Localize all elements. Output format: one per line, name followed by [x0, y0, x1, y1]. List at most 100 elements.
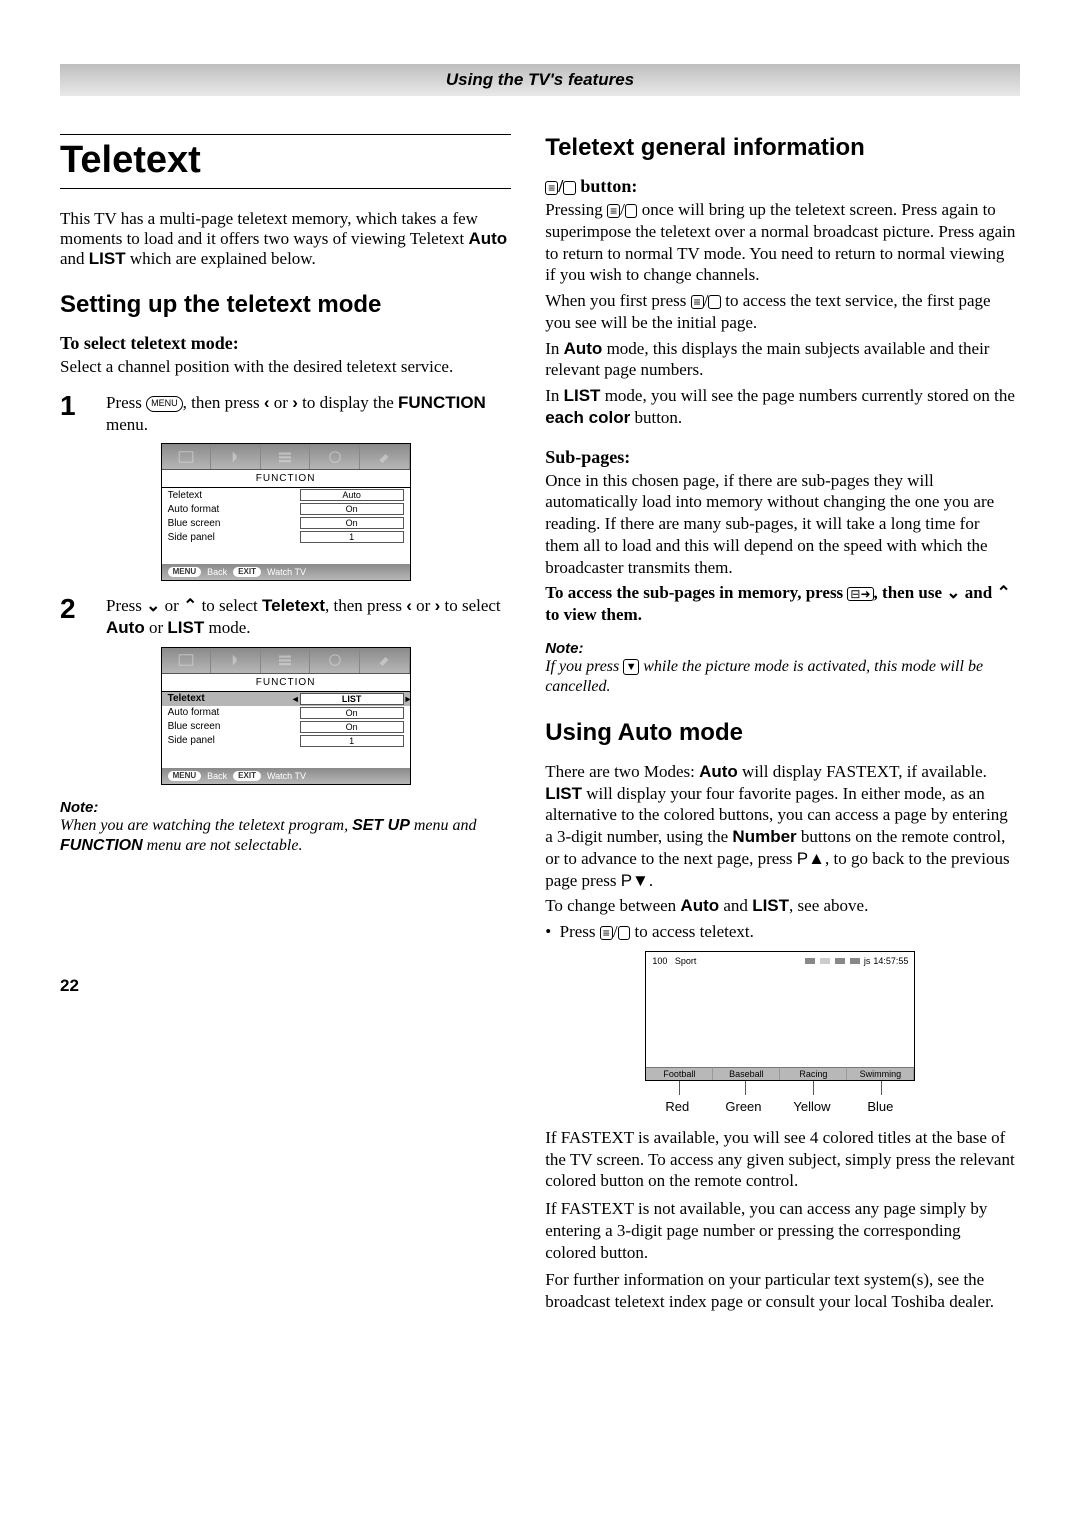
down-arrow-icon: ⌄: [146, 596, 160, 615]
step-1: 1 Press MENU, then press ‹ or › to displ…: [60, 392, 511, 436]
osd-row-sidepanel-2: Side panel1: [162, 734, 410, 748]
right-note-body: If you press ▼ while the picture mode is…: [545, 657, 1015, 697]
fastext-top-row: 100 Sport js 14:57:55: [652, 956, 908, 966]
step-2-num: 2: [60, 595, 90, 639]
osd-menu-2: FUNCTION TeletextLIST Auto formatOn Blue…: [60, 647, 511, 785]
osd-tabs: [162, 444, 410, 470]
osd-row-teletext-2: TeletextLIST: [162, 692, 410, 706]
intro-text-1: This TV has a multi-page teletext memory…: [60, 209, 478, 248]
intro-list: LIST: [89, 249, 126, 268]
triangle-down-icon: ▼: [623, 659, 639, 675]
post-b: If FASTEXT is not available, you can acc…: [545, 1198, 1015, 1263]
s1-function: FUNCTION: [398, 393, 486, 412]
osd-footer: MENUBack EXITWatch TV: [162, 564, 410, 580]
select-channel-line: Select a channel position with the desir…: [60, 356, 511, 378]
osd-tab-feature-icon: [261, 444, 311, 469]
fastext-screen: 100 Sport js 14:57:55 Football Baseball …: [645, 951, 915, 1081]
teletext-icon-2: ≡: [607, 204, 620, 218]
osd-tab-tune-icon-2: [310, 648, 360, 673]
osd-tab-tune-icon: [310, 444, 360, 469]
fastext-diagram: 100 Sport js 14:57:55 Football Baseball …: [545, 951, 1015, 1119]
osd-watch-2: Watch TV: [267, 771, 306, 781]
osd-exit-pill-2: EXIT: [233, 771, 261, 781]
s2-b: or: [160, 596, 183, 615]
s1-c: or: [270, 393, 293, 412]
tv-rect-icon: [563, 181, 576, 195]
right-column: Teletext general information ≡/ button: …: [545, 134, 1015, 1317]
tv-rect-icon-4: [618, 926, 631, 940]
page-up-icon: P▲: [797, 849, 825, 868]
page-down-icon: P▼: [621, 871, 649, 890]
osd-menu-1: FUNCTION TeletextAuto Auto formatOn Blue…: [60, 443, 511, 581]
step-1-body: Press MENU, then press ‹ or › to display…: [106, 392, 511, 436]
r-p1: Pressing ≡/ once will bring up the telet…: [545, 199, 1015, 286]
r-list: LIST: [564, 386, 601, 405]
fastext-time: js 14:57:55: [804, 956, 909, 966]
teletext-icon-3: ≡: [691, 295, 704, 309]
osd-tab-sound-icon: [211, 444, 261, 469]
note-setup: SET UP: [352, 817, 410, 834]
subpage-icon: ⊟➜: [847, 587, 873, 601]
auto-bullet: • Press ≡/ to access teletext.: [545, 921, 1015, 943]
osd-tab-sound-icon-2: [211, 648, 261, 673]
s2-c: to select: [197, 596, 262, 615]
subpages-body: Once in this chosen page, if there are s…: [545, 470, 1015, 579]
setting-heading: Setting up the teletext mode: [60, 291, 511, 319]
osd-tab-feature-icon-2: [261, 648, 311, 673]
osd-row-teletext: TeletextAuto: [162, 488, 410, 502]
r-p3: In Auto mode, this displays the main sub…: [545, 338, 1015, 382]
fastext-color-legend: Red Green Yellow Blue: [645, 1081, 915, 1119]
s1-a: Press: [106, 393, 146, 412]
r-auto: Auto: [564, 339, 603, 358]
osd-title: FUNCTION: [162, 470, 410, 488]
osd-row-autoformat-2: Auto formatOn: [162, 706, 410, 720]
r-each-color: each color: [545, 408, 630, 427]
auto-para-1: There are two Modes: Auto will display F…: [545, 761, 1015, 892]
s2-list: LIST: [167, 618, 204, 637]
osd-exit-pill: EXIT: [233, 567, 261, 577]
color-yellow: Yellow: [793, 1099, 830, 1114]
s2-auto: Auto: [106, 618, 145, 637]
up-arrow-icon-2: ⌃: [996, 583, 1010, 602]
intro-auto: Auto: [468, 229, 507, 248]
auto-para-2: To change between Auto and LIST, see abo…: [545, 895, 1015, 917]
osd-watch: Watch TV: [267, 567, 306, 577]
left-column: Teletext This TV has a multi-page telete…: [60, 134, 511, 1317]
subpages-access: To access the sub-pages in memory, press…: [545, 582, 1015, 626]
teletext-icon-4: ≡: [600, 926, 613, 940]
s2-d: , then press: [325, 596, 406, 615]
up-arrow-icon: ⌃: [183, 596, 197, 615]
tv-rect-icon-3: [708, 295, 721, 309]
osd-menu-pill-2: MENU: [168, 771, 202, 781]
osd-row-bluescreen: Blue screenOn: [162, 516, 410, 530]
teletext-icon: ≡: [545, 181, 558, 195]
page-number: 22: [60, 976, 511, 996]
fastext-page: 100: [652, 956, 667, 966]
note-function: FUNCTION: [60, 837, 143, 854]
s1-e: menu.: [106, 415, 148, 434]
r-p4: In LIST mode, you will see the page numb…: [545, 385, 1015, 429]
left-note-body: When you are watching the teletext progr…: [60, 816, 511, 856]
select-mode-sub: To select teletext mode:: [60, 333, 511, 354]
step-2-body: Press ⌄ or ⌃ to select Teletext, then pr…: [106, 595, 511, 639]
left-note-label: Note:: [60, 799, 511, 816]
intro-paragraph: This TV has a multi-page teletext memory…: [60, 209, 511, 269]
right-note-label: Note:: [545, 640, 1015, 657]
header-title: Using the TV's features: [446, 70, 634, 89]
intro-and: and: [60, 249, 89, 268]
fastext-tab-football: Football: [646, 1067, 713, 1080]
osd-tab-setup-icon: [360, 444, 410, 469]
osd-tab-picture-icon: [162, 444, 212, 469]
osd-row-sidepanel: Side panel1: [162, 530, 410, 544]
page-header: Using the TV's features: [60, 64, 1020, 96]
down-arrow-icon-2: ⌄: [946, 583, 960, 602]
osd-footer-2: MENUBack EXITWatch TV: [162, 768, 410, 784]
fastext-tab-racing: Racing: [780, 1067, 847, 1080]
number-label: Number: [732, 827, 796, 846]
osd-row-autoformat: Auto formatOn: [162, 502, 410, 516]
osd-menu-pill: MENU: [168, 567, 202, 577]
s2-e: or: [412, 596, 435, 615]
fastext-tabs: Football Baseball Racing Swimming: [646, 1067, 914, 1080]
button-heading-text: button:: [576, 176, 638, 196]
auto-mode-heading: Using Auto mode: [545, 719, 1015, 747]
